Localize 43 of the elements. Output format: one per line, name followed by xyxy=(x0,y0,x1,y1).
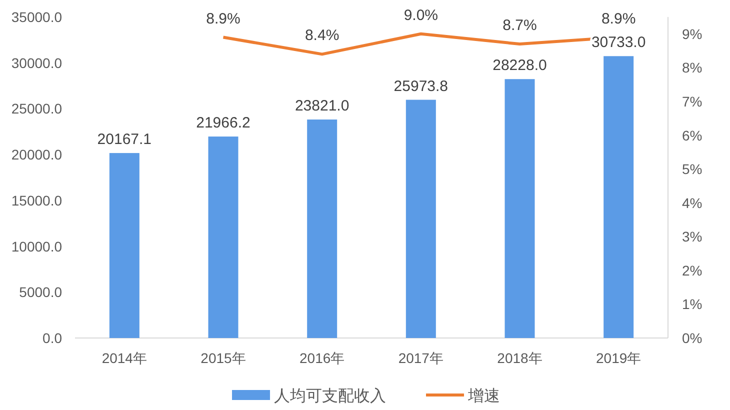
bar xyxy=(406,100,436,338)
data-label: 25973.8 xyxy=(394,78,448,95)
bar xyxy=(208,136,238,338)
y2-tick-label: 1% xyxy=(682,296,702,312)
x-tick-label: 2016年 xyxy=(300,350,345,366)
data-label: 8.9% xyxy=(206,10,240,28)
y-tick-label: 15000.0 xyxy=(11,192,62,208)
bar xyxy=(109,153,140,338)
data-label: 9.0% xyxy=(404,6,438,24)
y-tick-label: 5000.0 xyxy=(19,284,62,300)
y2-tick-label: 3% xyxy=(682,228,702,245)
x-tick-label: 2018年 xyxy=(497,350,542,366)
data-label: 8.4% xyxy=(304,27,340,44)
x-tick-label: 2017年 xyxy=(398,350,444,366)
y-tick-label: 0.0 xyxy=(42,330,62,346)
data-label: 28228.0 xyxy=(492,57,547,74)
y2-tick-label: 2% xyxy=(682,262,702,278)
legend-label: 增速 xyxy=(467,387,500,405)
data-label: 8.7% xyxy=(502,17,537,34)
y-tick-label: 25000.0 xyxy=(11,100,62,117)
data-label: 30733.0 xyxy=(591,34,646,52)
y2-tick-label: 7% xyxy=(682,93,702,110)
y2-tick-label: 8% xyxy=(682,60,702,76)
data-label: 23821.0 xyxy=(294,98,350,115)
x-tick-label: 2019年 xyxy=(596,350,642,366)
y-tick-label: 30000.0 xyxy=(11,54,62,71)
legend-label: 人均可支配收入 xyxy=(274,387,386,405)
y-tick-label: 20000.0 xyxy=(11,146,62,163)
data-label: 8.9% xyxy=(601,10,636,28)
data-label: 20167.1 xyxy=(97,131,152,148)
y-tick-label: 35000.0 xyxy=(11,9,62,25)
x-tick-label: 2015年 xyxy=(200,350,246,366)
x-tick-label: 2014年 xyxy=(102,350,147,366)
y2-tick-label: 6% xyxy=(682,127,702,144)
y2-tick-label: 4% xyxy=(682,194,702,211)
y2-tick-label: 0% xyxy=(682,330,702,346)
y2-tick-label: 9% xyxy=(682,26,702,42)
y2-tick-label: 5% xyxy=(682,161,702,178)
bar xyxy=(604,56,634,338)
data-label: 21966.2 xyxy=(196,114,250,132)
bar xyxy=(504,79,535,338)
bar xyxy=(307,120,338,338)
y-tick-label: 10000.0 xyxy=(11,238,62,254)
